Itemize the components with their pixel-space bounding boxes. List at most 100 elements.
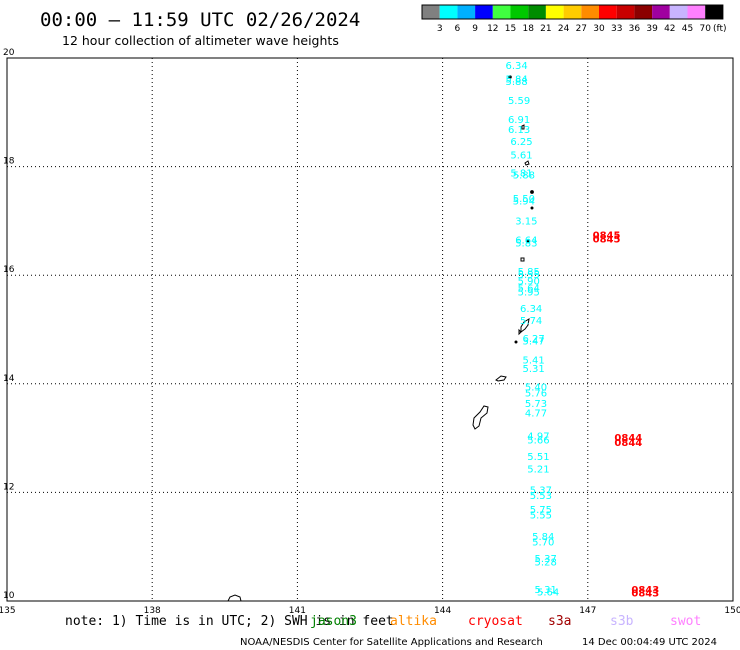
colorbar-label: 9 xyxy=(472,24,478,34)
wave-height-label: 6.27 xyxy=(522,334,544,345)
y-tick-label: 16 xyxy=(3,265,15,275)
colorbar-swatch xyxy=(475,5,493,19)
y-tick-label: 10 xyxy=(3,591,15,601)
colorbar-label: 15 xyxy=(505,24,516,34)
island-shape xyxy=(495,375,507,382)
wave-height-label: 5.76 xyxy=(525,388,547,399)
credit-text: NOAA/NESDIS Center for Satellite Applica… xyxy=(240,637,543,648)
colorbar-label: 6 xyxy=(455,24,461,34)
colorbar-label: 42 xyxy=(664,24,675,34)
colorbar-swatch xyxy=(581,5,599,19)
wave-height-label: 5.37 xyxy=(530,485,552,496)
x-tick-label: 135 xyxy=(0,606,16,616)
colorbar-label: 18 xyxy=(522,24,534,34)
colorbar-swatch xyxy=(599,5,617,19)
colorbar-label: 30 xyxy=(593,24,605,34)
colorbar-swatch xyxy=(545,5,564,19)
wave-height-label: 5.94 xyxy=(513,197,535,208)
wave-height-label: 5.81 xyxy=(510,168,532,179)
wave-height-label: 5.64 xyxy=(537,588,559,599)
x-tick-label: 141 xyxy=(289,606,306,616)
colorbar-swatch xyxy=(563,5,582,19)
wave-height-label: 5.37 xyxy=(535,554,557,565)
colorbar-label: 27 xyxy=(576,24,587,34)
colorbar-label: 70 xyxy=(699,24,711,34)
chart-title: 00:00 – 11:59 UTC 02/26/2024 xyxy=(40,9,360,31)
colorbar-swatch xyxy=(528,5,546,19)
wave-height-label: 6.34 xyxy=(520,304,542,315)
colorbar-swatch xyxy=(457,5,476,19)
data-labels: 6.345.845.885.596.916.136.255.615.815.88… xyxy=(506,61,660,600)
wave-height-label: 5.55 xyxy=(530,510,552,521)
colorbar-swatch xyxy=(439,5,458,19)
wave-height-label: 3.15 xyxy=(515,217,537,228)
satellite-legend-item: cryosat xyxy=(468,614,523,629)
wave-height-label: 5.66 xyxy=(527,436,549,447)
colorbar-swatch xyxy=(687,5,706,19)
wave-height-label: 5.31 xyxy=(535,585,557,596)
wave-height-label: 5.50 xyxy=(513,194,535,205)
wave-height-label: 5.74 xyxy=(520,316,542,327)
wave-height-label: 5.70 xyxy=(532,538,554,549)
colorbar-label: 33 xyxy=(611,24,622,34)
color-legend: 3 6 9 12 15 18 21 24 27 30 33 36 39 42 45 70 (ft) xyxy=(421,4,727,34)
wave-height-label: 5.83 xyxy=(515,238,537,249)
wave-height-label: 5.61 xyxy=(510,150,532,161)
satellite-legend-item: altika xyxy=(390,614,437,629)
grid-lines xyxy=(7,58,733,601)
wave-height-label: 5.53 xyxy=(530,491,552,502)
satellite-legend: jason3 altika cryosat s3a s3b swot xyxy=(310,614,701,629)
colorbar-label: 24 xyxy=(558,24,570,34)
colorbar-swatch xyxy=(422,5,440,19)
wave-height-label: 5.59 xyxy=(508,96,530,107)
wave-height-label: 6.34 xyxy=(506,61,528,72)
wave-height-label: 5.47 xyxy=(522,337,544,348)
island-shape xyxy=(524,160,530,166)
wave-height-label: 5.28 xyxy=(535,558,557,569)
island-shape xyxy=(521,124,525,130)
wave-height-label: 5.55 xyxy=(518,270,540,281)
colorbar-swatch xyxy=(705,5,723,19)
colorbar-swatch xyxy=(669,5,688,19)
wave-height-label: 5.51 xyxy=(527,452,549,463)
island-shape xyxy=(508,75,512,79)
satellite-legend-item: s3b xyxy=(610,614,634,629)
wave-height-label: 6.91 xyxy=(508,115,530,126)
wave-height-label: 5.88 xyxy=(513,171,535,182)
colorbar-unit: (ft) xyxy=(713,24,727,34)
colorbar-swatch xyxy=(634,5,653,19)
x-tick-label: 138 xyxy=(144,606,161,616)
wave-height-label: 5.88 xyxy=(506,77,528,88)
time-label: 0844 xyxy=(614,433,642,444)
wave-height-label: 4.97 xyxy=(527,432,549,443)
y-tick-label: 12 xyxy=(3,482,14,492)
wave-height-label: 5.73 xyxy=(525,399,547,410)
y-tick-label: 20 xyxy=(3,48,15,58)
colorbar-label: 3 xyxy=(437,24,443,34)
time-label: 0844 xyxy=(614,438,642,449)
island-shape xyxy=(530,190,534,194)
wave-height-label: 5.95 xyxy=(518,287,540,298)
x-tick-label: 147 xyxy=(579,606,596,616)
colorbar-label: 39 xyxy=(646,24,658,34)
wave-height-label: 5.64 xyxy=(518,283,540,294)
island-shape xyxy=(526,239,530,243)
time-label: 0843 xyxy=(631,589,659,600)
colorbar-label: 36 xyxy=(629,24,641,34)
colorbar-label: 12 xyxy=(487,24,498,34)
satellite-legend-item: s3a xyxy=(548,614,571,629)
units-note: note: 1) Time is in UTC; 2) SWH is in fe… xyxy=(65,614,394,629)
y-tick-label: 18 xyxy=(3,157,15,167)
colorbar-swatch xyxy=(652,5,670,19)
colorbar-label: 21 xyxy=(540,24,551,34)
island-shape xyxy=(227,594,242,602)
axis-tick-labels: 135 138 141 144 147 150 10 12 14 16 18 20 xyxy=(0,48,740,616)
wave-height-label: 5.21 xyxy=(527,464,549,475)
wave-height-label: 5.84 xyxy=(532,532,554,543)
island-shape xyxy=(514,340,518,344)
wave-height-label: 5.41 xyxy=(522,356,544,367)
island-outlines xyxy=(227,75,534,602)
colorbar-label: 45 xyxy=(682,24,693,34)
satellite-legend-item: jason3 xyxy=(310,614,357,629)
